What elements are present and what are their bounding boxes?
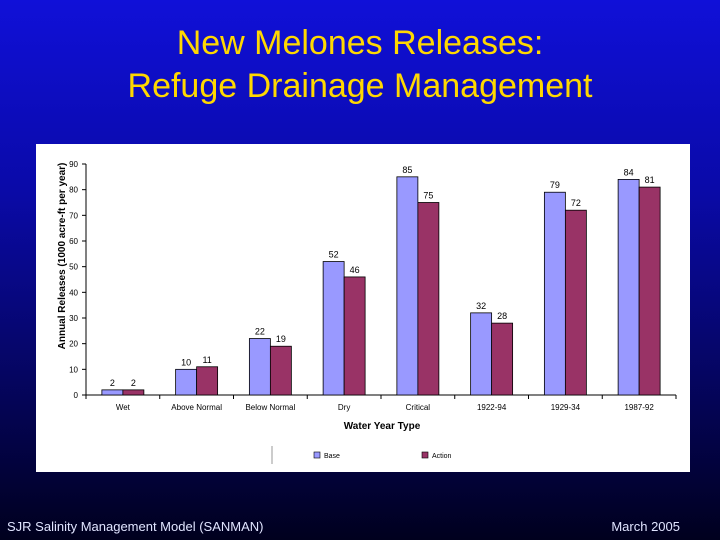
y-tick-label: 0 [74, 391, 79, 400]
footer-model-name: SJR Salinity Management Model (SANMAN) [7, 519, 264, 534]
data-label-base: 79 [550, 180, 560, 190]
data-label-action: 72 [571, 198, 581, 208]
bar-action [491, 322, 514, 396]
legend-label-action: Action [432, 453, 452, 460]
bar-action [196, 366, 219, 396]
y-tick-label: 30 [69, 314, 78, 323]
bar-base [396, 176, 419, 396]
y-tick-label: 80 [69, 186, 78, 195]
bar-action [417, 202, 440, 396]
bar-base [322, 261, 345, 396]
data-label-action: 11 [202, 355, 211, 365]
data-label-action: 28 [497, 311, 507, 321]
data-label-base: 2 [110, 378, 115, 388]
data-label-action: 2 [131, 378, 136, 388]
title-line-2: Refuge Drainage Management [127, 67, 593, 105]
slide-title: New Melones Releases: Refuge Drainage Ma… [0, 22, 720, 108]
footer-date: March 2005 [611, 519, 680, 534]
x-axis-label: Water Year Type [344, 421, 421, 432]
data-label-action: 75 [423, 191, 433, 201]
x-tick-label: Wet [116, 403, 131, 412]
data-label-action: 19 [276, 334, 286, 344]
legend-swatch-action [421, 451, 429, 459]
x-tick-label: 1929-34 [551, 403, 581, 412]
bar-action [343, 276, 366, 396]
legend-swatch-base [313, 451, 321, 459]
y-axis-label: Annual Releases (1000 acre-ft per year) [57, 163, 68, 350]
y-tick-label: 70 [69, 211, 78, 220]
x-tick-label: Dry [338, 403, 350, 412]
bar-action [638, 186, 661, 396]
bar-base [617, 179, 640, 396]
data-label-base: 22 [255, 327, 265, 337]
y-tick-label: 90 [69, 160, 78, 169]
x-tick-label: 1987-92 [624, 403, 654, 412]
legend-label-base: Base [324, 453, 340, 460]
data-label-base: 85 [402, 165, 412, 175]
bar-base [101, 389, 124, 396]
y-tick-label: 50 [69, 263, 78, 272]
bar-action [564, 209, 587, 396]
y-tick-label: 10 [69, 365, 78, 374]
x-tick-label: 1922-94 [477, 403, 507, 412]
x-axis: Wet Above Normal Below Normal Dry Critical 19… [85, 394, 677, 412]
bar-base [175, 368, 198, 396]
bar-action [122, 389, 145, 396]
x-tick-label: Critical [406, 403, 431, 412]
y-tick-label: 60 [69, 237, 78, 246]
data-label-base: 84 [624, 167, 634, 177]
data-label-base: 32 [476, 301, 486, 311]
y-tick-label: 20 [69, 340, 78, 349]
x-tick-label: Above Normal [171, 403, 222, 412]
bars [101, 176, 661, 396]
x-tick-label: Below Normal [245, 403, 295, 412]
y-tick-label: 40 [69, 288, 78, 297]
bar-base [470, 312, 493, 396]
bar-base [543, 191, 566, 396]
title-line-1: New Melones Releases: [176, 24, 544, 62]
bar-chart: 0 10 20 30 40 50 60 70 80 90 Wet Above Normal Below… [57, 160, 677, 464]
data-label-action: 81 [645, 175, 655, 185]
data-label-base: 10 [181, 357, 191, 367]
legend: Base Action [271, 446, 452, 464]
bar-base [248, 338, 271, 396]
data-label-action: 46 [350, 265, 360, 275]
data-label-base: 52 [329, 250, 339, 260]
bar-action [269, 345, 292, 396]
y-axis: 0 10 20 30 40 50 60 70 80 90 [69, 160, 87, 400]
chart-panel: 0 10 20 30 40 50 60 70 80 90 Wet Above Normal Below… [36, 144, 690, 472]
